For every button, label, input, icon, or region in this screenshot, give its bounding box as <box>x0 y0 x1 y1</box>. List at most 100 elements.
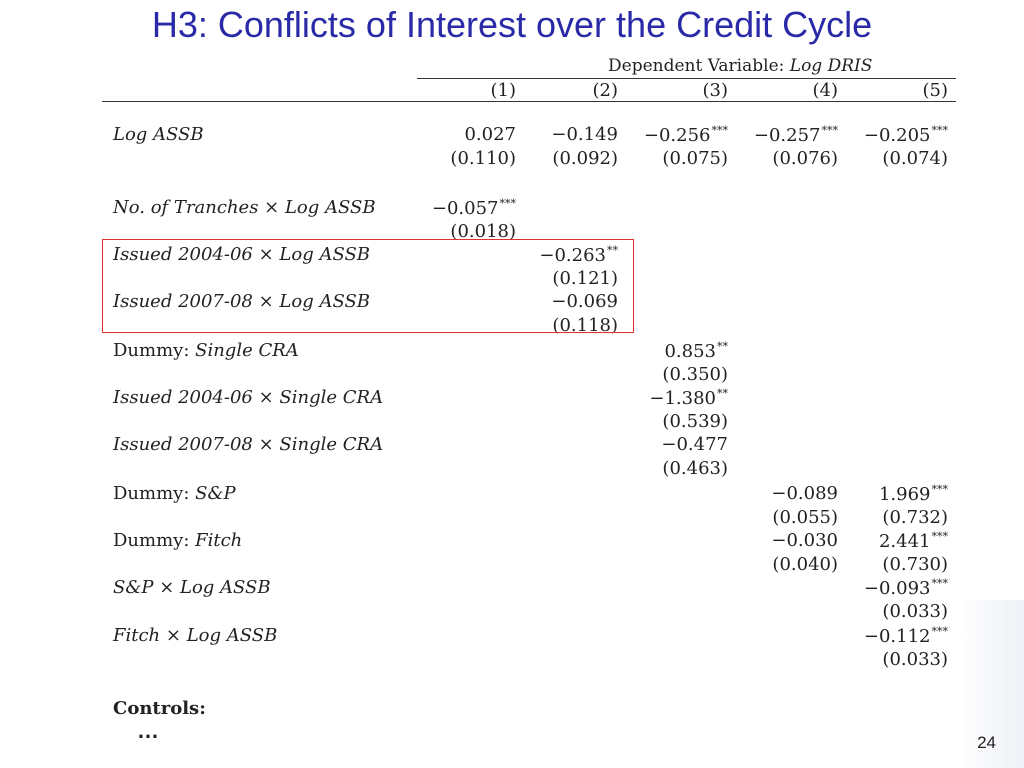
standard-error-cell: (0.730) <box>882 554 948 575</box>
coefficient-value: −0.112 <box>863 626 931 647</box>
column-header: (4) <box>812 80 839 101</box>
row-label: S&P × Log ASSB <box>113 577 271 598</box>
row-label-part: Log ASSB <box>279 244 371 265</box>
coefficient-value: 1.969 <box>878 484 931 505</box>
significance-stars: *** <box>931 625 949 638</box>
row-label-part: Log ASSB <box>180 577 271 598</box>
standard-error-cell: (0.040) <box>772 554 838 575</box>
row-label-part: Fitch <box>195 530 243 551</box>
coefficient-cell: −0.477 <box>598 434 728 455</box>
row-label-part: No. of Tranches <box>113 197 259 218</box>
coefficient-value: 0.027 <box>464 124 516 145</box>
dependent-variable-prefix: Dependent Variable: <box>608 56 790 76</box>
dependent-variable-name: Log DRIS <box>789 56 873 76</box>
row-label-part: Dummy: <box>113 340 196 361</box>
coefficient-value: −0.069 <box>551 291 618 312</box>
row-label-part: Issued 2004-06 <box>113 244 253 265</box>
coefficient-cell: −0.256*** <box>598 124 728 146</box>
row-label-part: × <box>252 244 280 265</box>
row-label-part: Single CRA <box>195 340 299 361</box>
coefficient-cell: −0.205*** <box>818 124 948 146</box>
significance-stars: ** <box>717 340 728 353</box>
coefficient-value: −0.477 <box>661 434 728 455</box>
row-label: Dummy: S&P <box>113 483 236 504</box>
row-label-part: Issued 2004-06 <box>113 387 253 408</box>
coefficient-cell: −0.030 <box>708 530 838 551</box>
coefficient-value: −0.089 <box>771 483 838 504</box>
row-label-part: Single CRA <box>279 387 384 408</box>
significance-stars: *** <box>931 483 949 496</box>
page-number: 24 <box>977 733 996 752</box>
coefficient-value: −0.256 <box>643 125 711 146</box>
standard-error-cell: (0.463) <box>662 458 728 479</box>
significance-stars: ** <box>607 244 618 257</box>
row-label: No. of Tranches × Log ASSB <box>113 197 376 218</box>
coefficient-value: −1.380 <box>649 388 716 409</box>
row-label-part: × <box>252 434 280 455</box>
row-label-part: Issued 2007-08 <box>113 291 253 312</box>
coefficient-cell: −0.112*** <box>818 625 948 647</box>
row-label-part: × <box>252 291 280 312</box>
slide-decoration <box>955 600 1024 768</box>
significance-stars: *** <box>931 577 949 590</box>
standard-error-cell: (0.074) <box>882 148 948 169</box>
coefficient-cell: −0.057*** <box>386 197 516 219</box>
significance-stars: *** <box>931 124 949 137</box>
row-label: Issued 2004-06 × Log ASSB <box>113 244 370 265</box>
row-label-part: Log ASSB <box>186 625 278 646</box>
coefficient-value: −0.093 <box>863 578 931 599</box>
row-label: Dummy: Fitch <box>113 530 242 551</box>
row-label-part: × <box>258 197 285 218</box>
row-label-part: × <box>153 577 180 598</box>
coefficient-cell: −0.257*** <box>708 124 838 146</box>
slide-title: H3: Conflicts of Interest over the Credi… <box>151 4 873 45</box>
row-label: Fitch × Log ASSB <box>113 625 277 646</box>
coefficient-cell: −0.069 <box>488 291 618 312</box>
significance-stars: *** <box>821 124 839 137</box>
coefficient-cell: −0.263** <box>488 244 618 266</box>
column-header: (1) <box>490 80 517 101</box>
row-label: Dummy: Single CRA <box>113 340 299 361</box>
coefficient-cell: 2.441*** <box>818 530 948 552</box>
coefficient-cell: −0.149 <box>488 124 618 145</box>
row-label: Issued 2007-08 × Log ASSB <box>113 291 370 312</box>
row-label-part: Fitch <box>113 625 161 646</box>
column-header: (3) <box>702 80 729 101</box>
ellipsis: … <box>137 718 159 743</box>
controls-label: Controls: <box>113 698 206 719</box>
dependent-variable-header: Dependent Variable: Log DRIS <box>608 56 872 76</box>
significance-stars: *** <box>499 197 517 210</box>
standard-error-cell: (0.018) <box>450 221 516 242</box>
standard-error-cell: (0.033) <box>882 649 948 670</box>
header-rule-bottom <box>102 101 956 102</box>
coefficient-cell: 1.969*** <box>818 483 948 505</box>
row-label-part: Issued 2007-08 <box>113 434 253 455</box>
row-label-part: Log ASSB <box>284 197 376 218</box>
standard-error-cell: (0.055) <box>772 507 838 528</box>
row-label-part: Log ASSB <box>279 291 371 312</box>
standard-error-cell: (0.121) <box>552 268 618 289</box>
coefficient-cell: −0.089 <box>708 483 838 504</box>
row-label: Log ASSB <box>113 124 204 145</box>
coefficient-value: −0.149 <box>551 124 618 145</box>
coefficient-value: −0.205 <box>863 125 931 146</box>
coefficient-cell: 0.027 <box>386 124 516 145</box>
row-label-part: Dummy: <box>113 530 196 551</box>
standard-error-cell: (0.732) <box>882 507 948 528</box>
row-label-part: Single CRA <box>279 434 384 455</box>
standard-error-cell: (0.092) <box>552 148 618 169</box>
row-label-part: Log ASSB <box>113 124 204 145</box>
row-label-part: × <box>252 387 280 408</box>
column-header: (5) <box>922 80 949 101</box>
coefficient-value: −0.257 <box>753 125 821 146</box>
coefficient-value: −0.263 <box>539 245 606 266</box>
coefficient-cell: −1.380** <box>598 387 728 409</box>
header-rule-top <box>417 78 956 79</box>
row-label-part: × <box>160 625 187 646</box>
standard-error-cell: (0.539) <box>662 411 728 432</box>
standard-error-cell: (0.110) <box>450 148 516 169</box>
coefficient-cell: 0.853** <box>598 340 728 362</box>
coefficient-value: 2.441 <box>878 531 931 552</box>
row-label-part: S&P <box>113 577 154 598</box>
coefficient-value: −0.030 <box>771 530 838 551</box>
